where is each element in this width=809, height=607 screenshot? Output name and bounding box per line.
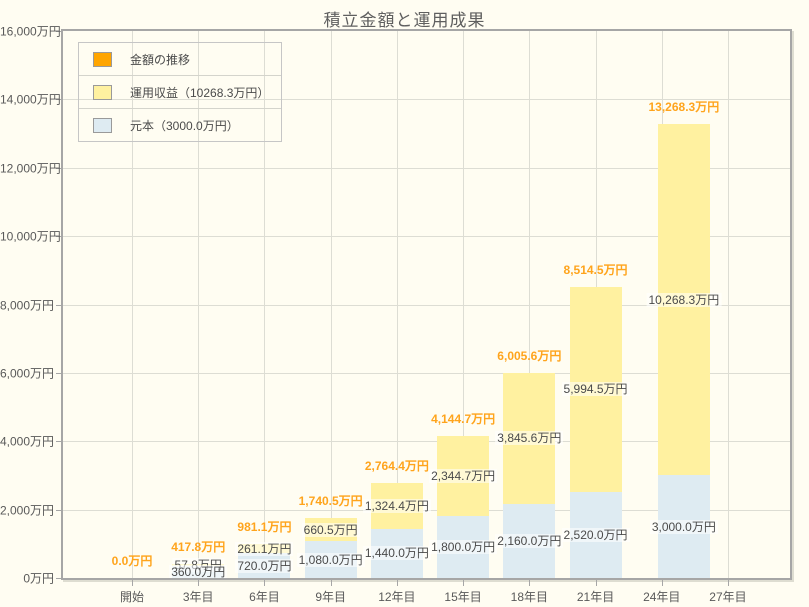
principal-value-label: 720.0万円: [235, 558, 294, 573]
gridline-horizontal: [63, 99, 790, 101]
x-axis-label: 3年目: [182, 590, 214, 604]
x-axis-label: 9年目: [315, 590, 346, 604]
total-value-label: 2,764.4万円: [364, 459, 429, 474]
profit-value-label: 660.5万円: [301, 522, 360, 537]
principal-value-label: 1,440.0万円: [362, 546, 431, 561]
total-value-label: 417.8万円: [171, 539, 226, 554]
legend-row: 運用収益（10268.3万円）: [79, 75, 281, 108]
x-axis-tick: [463, 580, 465, 586]
principal-value-label: 1,800.0万円: [429, 540, 498, 555]
y-axis-tick: [56, 372, 62, 374]
x-axis-tick: [595, 580, 597, 586]
total-value-label: 0.0万円: [111, 554, 153, 568]
legend-swatch-total: [93, 51, 112, 67]
x-axis-label: 15年目: [444, 590, 482, 604]
y-axis-tick: [56, 509, 62, 511]
x-axis-tick: [396, 580, 398, 586]
legend-row: 金額の推移: [79, 43, 281, 75]
total-value-label: 1,740.5万円: [298, 494, 363, 509]
x-axis-tick: [661, 580, 663, 586]
y-axis-label: 6,000万円: [0, 366, 55, 381]
x-axis-tick: [330, 580, 332, 586]
x-axis-label: 6年目: [249, 590, 280, 604]
y-axis-label: 14,000万円: [0, 92, 61, 107]
y-axis-label: 12,000万円: [0, 161, 61, 176]
total-value-label: 13,268.3万円: [648, 100, 720, 115]
y-axis-label: 2,000万円: [0, 503, 55, 518]
profit-value-label: 5,994.5万円: [561, 382, 630, 397]
legend-swatch-principal: [93, 117, 112, 133]
x-axis-tick: [727, 580, 729, 586]
legend-label: 元本（3000.0万円）: [130, 118, 239, 133]
y-axis-tick: [56, 441, 62, 443]
profit-value-label: 2,344.7万円: [429, 469, 498, 484]
y-axis-label: 4,000万円: [0, 434, 55, 449]
legend-label: 金額の推移: [130, 52, 191, 67]
legend-label: 運用収益（10268.3万円）: [130, 85, 270, 100]
total-value-label: 981.1万円: [237, 520, 292, 535]
total-value-label: 6,005.6万円: [497, 348, 562, 363]
y-axis-tick: [56, 99, 62, 101]
y-axis-tick: [56, 31, 62, 32]
gridline-horizontal: [63, 236, 790, 238]
principal-value-label: 2,520.0万円: [561, 527, 630, 542]
y-axis-tick: [56, 236, 62, 238]
x-axis-label: 18年目: [510, 590, 549, 604]
gridline-horizontal: [63, 304, 790, 306]
y-axis-tick: [56, 167, 62, 169]
legend-row: 元本（3000.0万円）: [79, 108, 281, 141]
principal-value-label: 1,080.0万円: [296, 552, 365, 567]
x-axis-tick: [132, 580, 133, 586]
profit-value-label: 1,324.4万円: [362, 499, 431, 514]
profit-value-label: 10,268.3万円: [646, 292, 722, 307]
x-axis-tick: [529, 580, 531, 586]
total-value-label: 4,144.7万円: [431, 412, 496, 427]
x-axis-tick: [264, 580, 266, 586]
profit-value-label: 3,845.6万円: [495, 431, 564, 446]
x-axis-tick: [198, 580, 200, 586]
y-axis-label: 16,000万円: [0, 24, 61, 39]
gridline-horizontal: [63, 441, 790, 443]
legend-swatch-profit: [93, 84, 112, 100]
x-axis-label: 21年目: [576, 590, 615, 604]
chart-title: 積立金額と運用成果: [323, 11, 486, 30]
y-axis-tick: [56, 304, 62, 306]
gridline-horizontal: [63, 167, 790, 169]
y-axis-label: 10,000万円: [0, 229, 61, 244]
gridline-horizontal: [63, 372, 790, 374]
y-axis-label: 8,000万円: [0, 298, 55, 312]
principal-value-label: 3,000.0万円: [649, 519, 718, 534]
principal-value-label: 2,160.0万円: [495, 534, 564, 549]
y-axis-tick: [56, 578, 62, 579]
x-axis-label: 12年目: [378, 590, 416, 604]
x-axis-label: 開始: [119, 590, 145, 604]
legend: 金額の推移運用収益（10268.3万円） 元本（3000.0万円）: [78, 42, 282, 142]
y-axis-label: 0万円: [23, 571, 54, 586]
x-axis-label: 24年目: [643, 590, 681, 604]
total-value-label: 8,514.5万円: [563, 262, 628, 277]
profit-value-label: 261.1万円: [235, 541, 294, 556]
x-axis-label: 27年目: [709, 590, 747, 604]
principal-value-label: 360.0万円: [169, 564, 228, 579]
